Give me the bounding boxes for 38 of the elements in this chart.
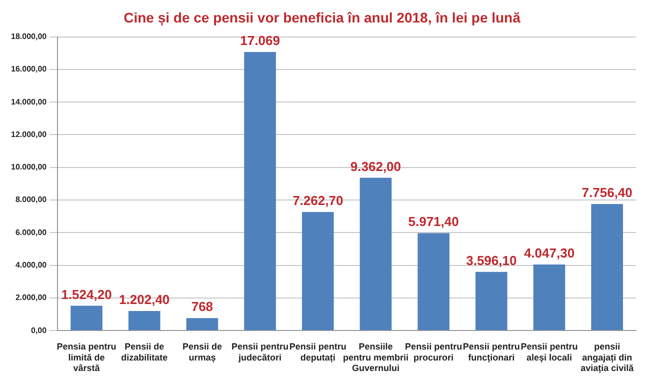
data-label: 4.047,30 <box>524 246 575 261</box>
y-tick-label: 12.000,00 <box>10 130 48 139</box>
y-tick-label: 6.000,00 <box>15 228 48 237</box>
bar <box>70 306 102 330</box>
x-tick-label: Pensii de urmaș <box>182 341 222 364</box>
bar <box>302 212 334 330</box>
x-tick-label: Pensii de dizabilitate <box>121 341 168 362</box>
y-tick-label: 14.000,00 <box>10 97 48 106</box>
x-tick-label: Pensia pentru limită de vârstă <box>56 341 116 374</box>
x-tick-label: Pensii pentru funcționari <box>462 341 520 364</box>
bar <box>533 264 566 330</box>
data-label: 7.262,70 <box>292 193 344 208</box>
bar <box>186 318 218 330</box>
data-label: 1.524,20 <box>61 286 112 302</box>
bar <box>128 310 160 330</box>
data-label: 3.596,10 <box>466 252 517 268</box>
data-label: 5.971,40 <box>408 214 459 230</box>
data-label: 17.069 <box>240 33 280 48</box>
bar <box>418 233 450 330</box>
y-tick-label: 0,00 <box>31 326 48 335</box>
y-tick-label: 4.000,00 <box>15 260 48 270</box>
y-tick-label: 18.000,00 <box>10 32 48 42</box>
y-tick-label: 16.000,00 <box>10 64 48 74</box>
y-tick-label: 8.000,00 <box>15 195 48 204</box>
bar <box>360 178 392 330</box>
x-tick-label: pensii angajați din aviația civilă <box>580 341 635 374</box>
data-label: 9.362,00 <box>350 158 402 174</box>
chart-title: Cine și de ce pensii vor beneficia în anul 2018, în lei pe lună <box>124 9 521 26</box>
bar <box>244 52 276 330</box>
bar <box>591 204 623 330</box>
data-label: 768 <box>191 299 214 314</box>
y-tick-label: 10.000,00 <box>10 162 48 172</box>
data-label: 1.202,40 <box>119 292 170 308</box>
x-tick-label: Pensii pentru aleși locali <box>520 341 578 364</box>
bar <box>475 272 508 330</box>
data-label: 7.756,40 <box>582 185 632 200</box>
y-tick-label: 2.000,00 <box>15 293 48 302</box>
x-tick-label: Pensii pentru judecători <box>232 341 289 362</box>
